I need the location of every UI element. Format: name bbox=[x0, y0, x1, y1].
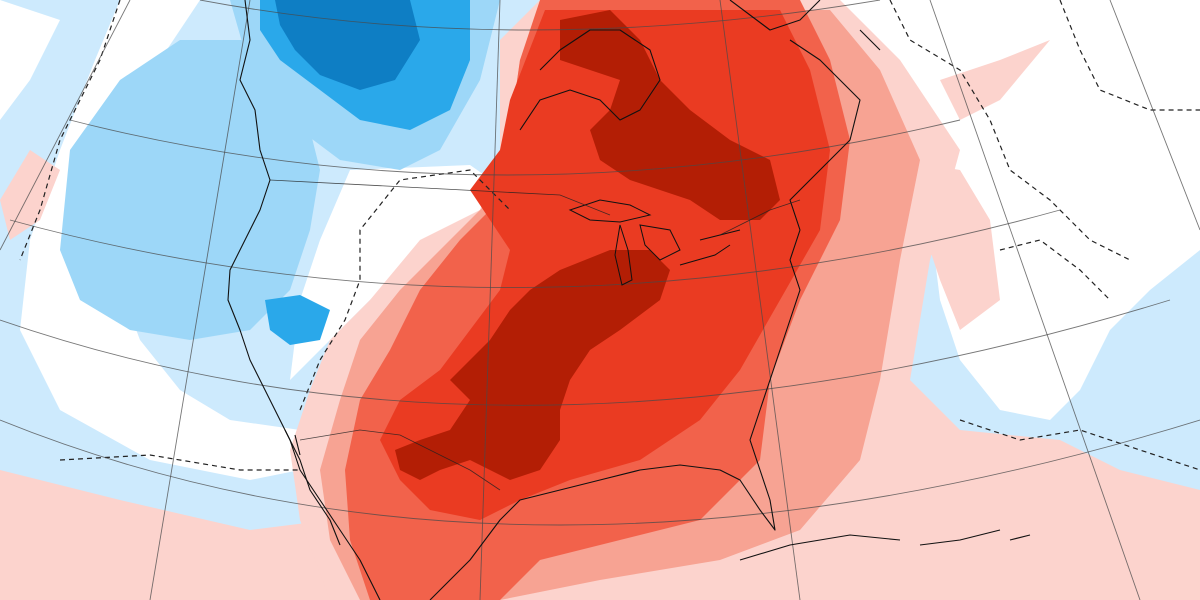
meridian-6 bbox=[1109, 0, 1200, 231]
arctic-islands bbox=[729, 0, 881, 51]
us-canada-border bbox=[269, 179, 801, 236]
lake-huron bbox=[639, 224, 681, 261]
baja-peninsula bbox=[284, 429, 341, 546]
great-lakes-heat-core bbox=[560, 10, 780, 220]
pacific-coast bbox=[227, 0, 381, 600]
political-borders bbox=[269, 179, 801, 491]
northwest-cold-core bbox=[275, 0, 420, 90]
parallel-25 bbox=[0, 419, 1200, 526]
atlantic-coast bbox=[789, 39, 861, 231]
meridian-5 bbox=[929, 0, 1141, 600]
parallel-35 bbox=[0, 299, 1171, 406]
parallel-55 bbox=[69, 119, 961, 176]
lake-michigan bbox=[614, 224, 633, 286]
meridian-2 bbox=[149, 0, 251, 600]
coastlines bbox=[227, 0, 1031, 600]
gulf-coast bbox=[429, 229, 801, 600]
northwest-cold-mid bbox=[260, 0, 470, 345]
east-pacific-warm-band bbox=[0, 40, 1050, 600]
southern-plains-heat-core bbox=[395, 250, 670, 480]
us-mexico-border bbox=[299, 429, 501, 491]
meridian-4 bbox=[719, 0, 801, 600]
meridian-3 bbox=[479, 0, 501, 600]
neutral-band-west bbox=[0, 0, 300, 480]
hudson-bay-coast bbox=[519, 29, 661, 131]
parallel-north bbox=[199, 0, 881, 31]
meridian-1 bbox=[0, 0, 131, 251]
lake-superior bbox=[568, 199, 652, 223]
caribbean-islands bbox=[739, 529, 1031, 561]
parallel-45 bbox=[9, 209, 1061, 289]
